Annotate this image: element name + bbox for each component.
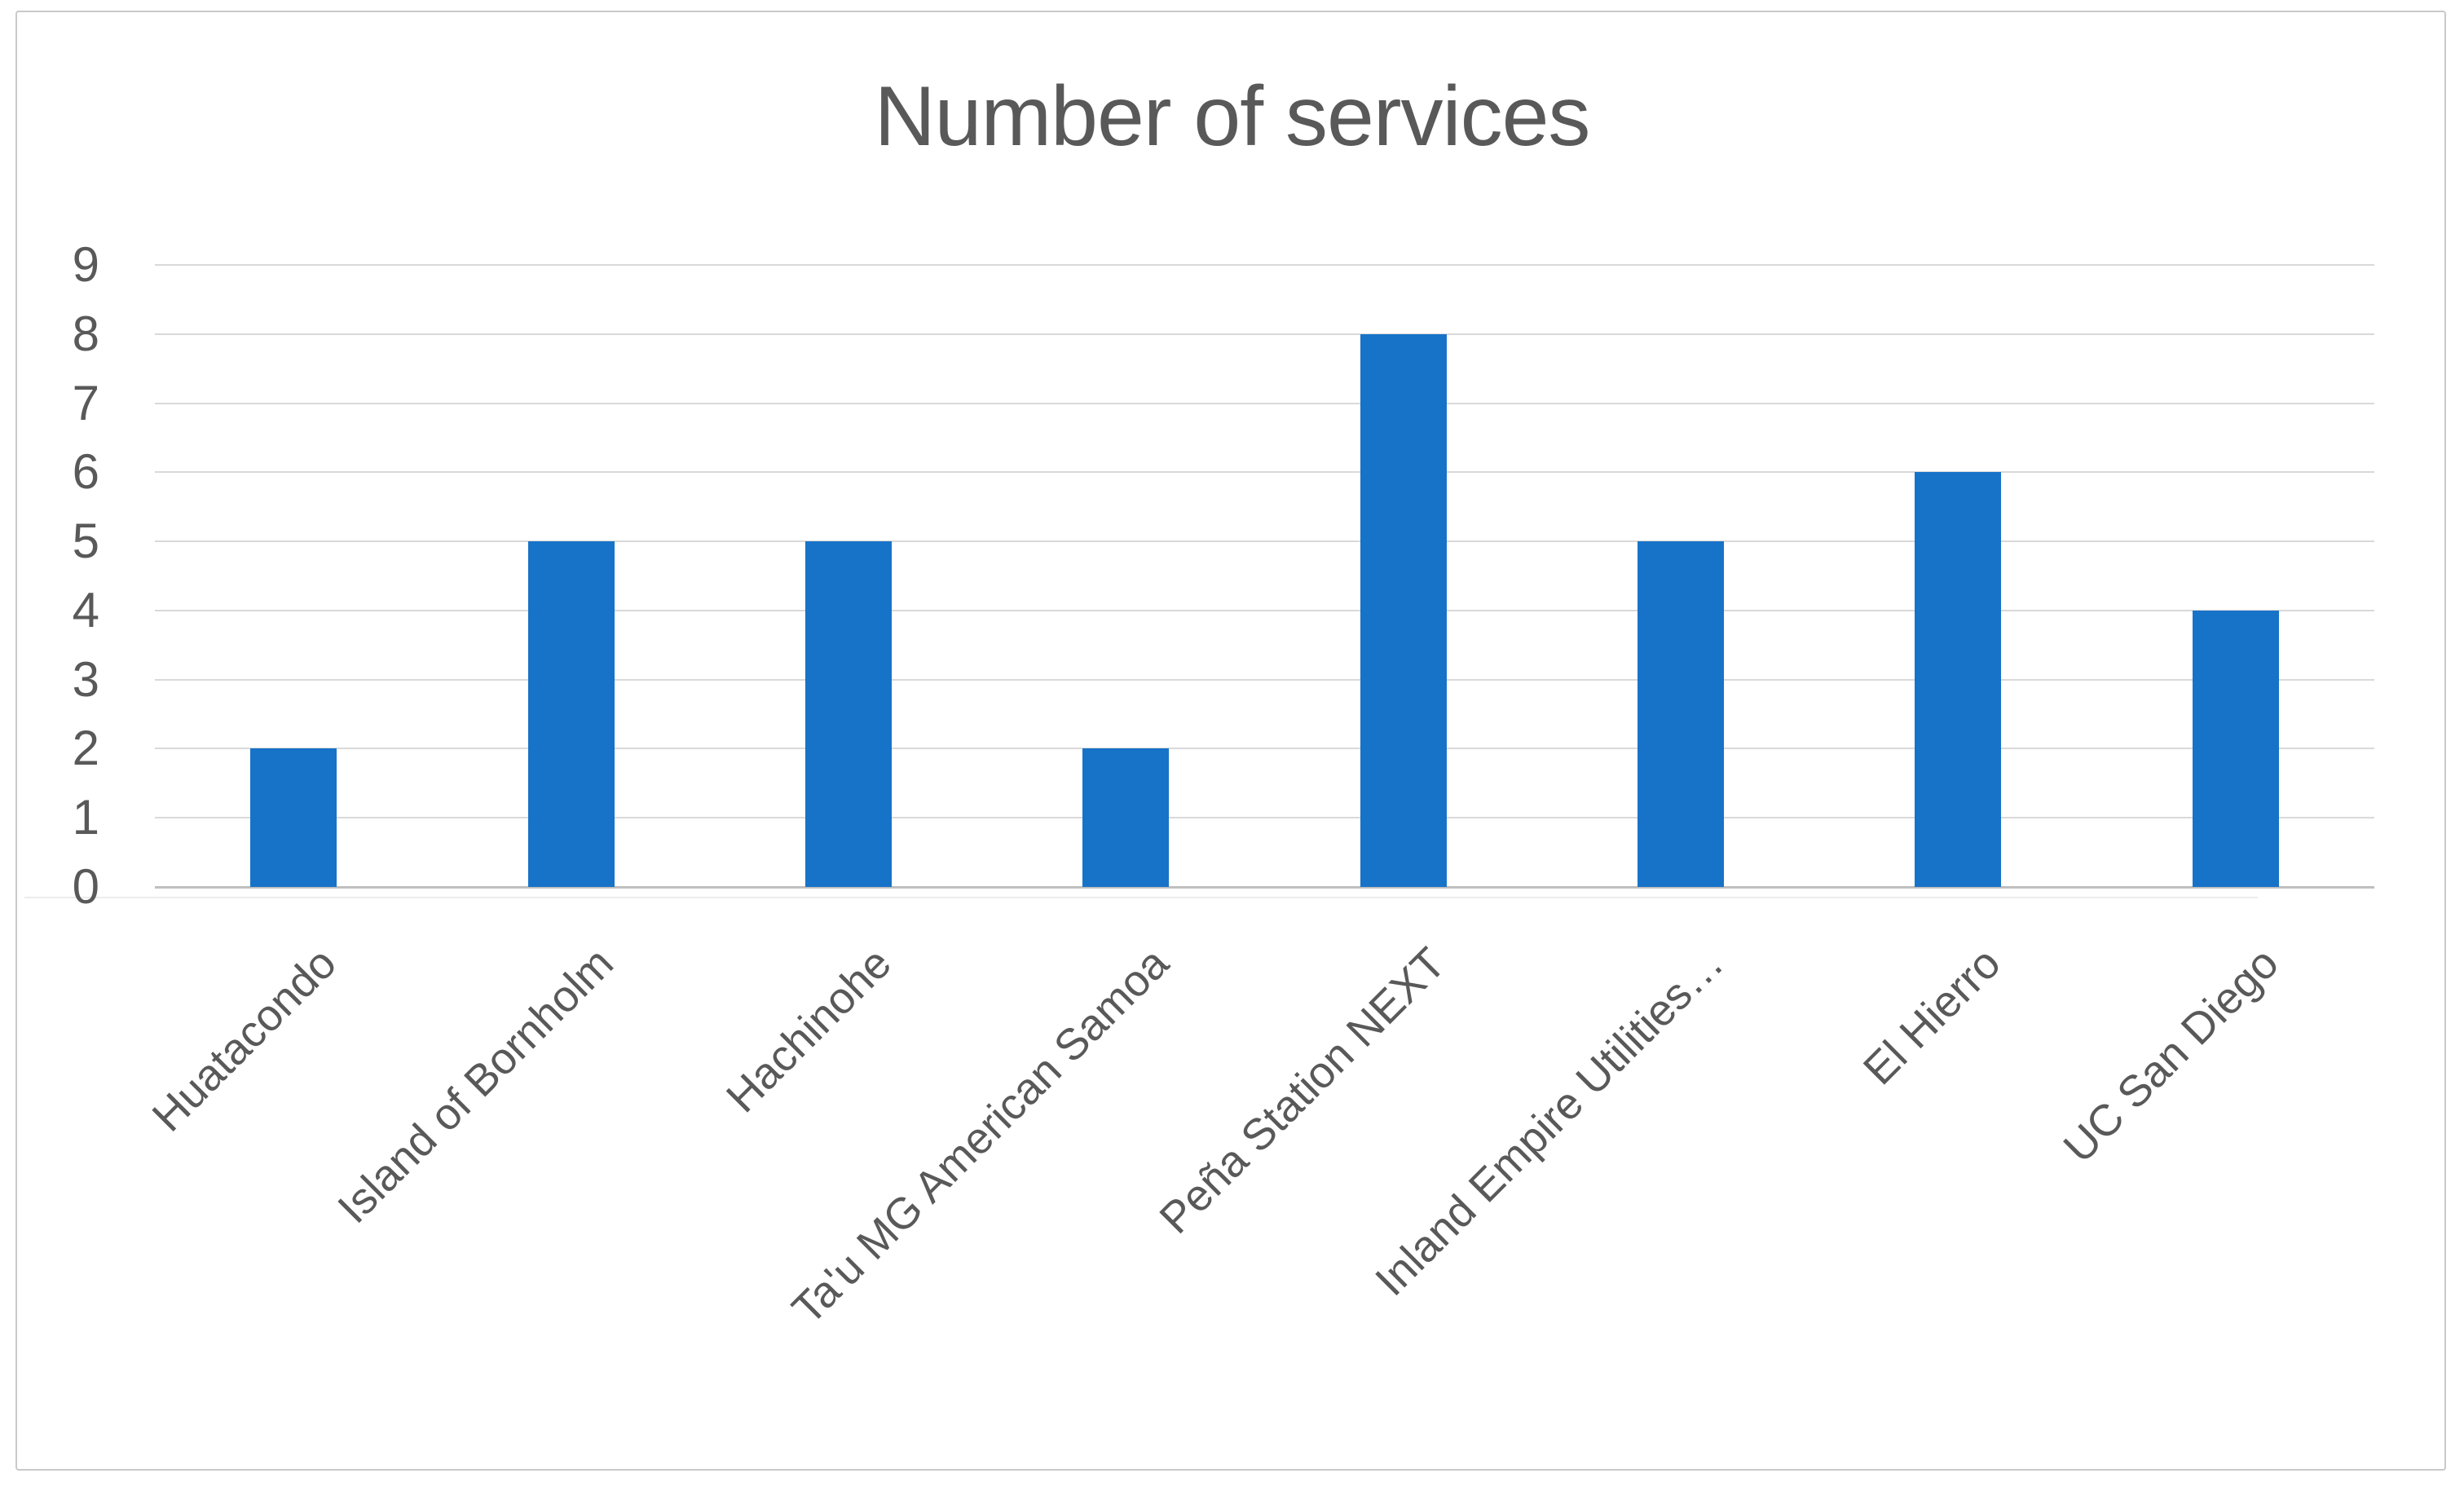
gridline-7 <box>155 402 2374 404</box>
bar <box>527 541 615 887</box>
y-tick-label-5: 5 <box>72 514 99 569</box>
y-tick-label-8: 8 <box>72 306 99 361</box>
chart-frame <box>15 11 2446 1471</box>
gridline-6 <box>155 471 2374 474</box>
y-tick-label-6: 6 <box>72 444 99 500</box>
x-axis-line <box>155 886 2374 889</box>
gridline-9 <box>155 264 2374 266</box>
y-tick-label-9: 9 <box>72 237 99 292</box>
gridline-3 <box>155 678 2374 681</box>
bar <box>250 748 337 887</box>
gridline-4 <box>155 609 2374 611</box>
y-tick-label-3: 3 <box>72 651 99 707</box>
y-tick-label-0: 0 <box>72 859 99 914</box>
bar <box>1360 333 1447 887</box>
bar <box>2192 610 2279 887</box>
gridline-2 <box>155 748 2374 750</box>
gridline-1 <box>155 817 2374 819</box>
y-tick-label-4: 4 <box>72 582 99 637</box>
y-tick-label-7: 7 <box>72 375 99 430</box>
gridline-5 <box>155 540 2374 543</box>
chart-title: Number of services <box>874 69 1591 164</box>
bar <box>804 541 892 887</box>
x-axis-line-shadow <box>24 897 2258 898</box>
y-tick-label-2: 2 <box>72 721 99 776</box>
bar <box>1915 472 2002 887</box>
y-tick-label-1: 1 <box>72 790 99 845</box>
gridline-8 <box>155 333 2374 335</box>
bar <box>1638 541 1725 887</box>
bar <box>1082 748 1170 887</box>
